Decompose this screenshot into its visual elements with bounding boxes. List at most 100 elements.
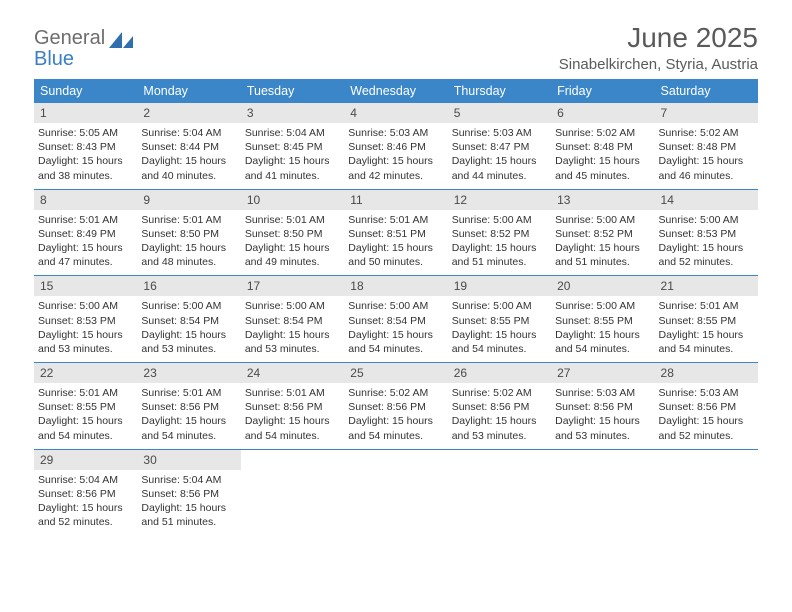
daylight-line: Daylight: 15 hours [141,328,236,342]
daynum-bar: 14 [655,190,758,210]
page: General Blue June 2025 Sinabelkirchen, S… [0,0,792,535]
day-number: 15 [40,279,131,293]
sunset-line: Sunset: 8:54 PM [348,314,443,328]
daylight-line: and 54 minutes. [348,342,443,356]
daynum-bar: 5 [448,103,551,123]
sunset-line: Sunset: 8:49 PM [38,227,133,241]
sunset-line: Sunset: 8:48 PM [555,140,650,154]
sunset-line: Sunset: 8:47 PM [452,140,547,154]
day-cell: 8Sunrise: 5:01 AMSunset: 8:49 PMDaylight… [34,190,137,276]
day-cell: 9Sunrise: 5:01 AMSunset: 8:50 PMDaylight… [137,190,240,276]
daylight-line: and 47 minutes. [38,255,133,269]
daynum-bar: 1 [34,103,137,123]
daylight-line: Daylight: 15 hours [245,328,340,342]
day-number: 14 [661,193,752,207]
daylight-line: and 44 minutes. [452,169,547,183]
sunset-line: Sunset: 8:56 PM [141,487,236,501]
daylight-line: and 52 minutes. [659,429,754,443]
sunset-line: Sunset: 8:48 PM [659,140,754,154]
daylight-line: Daylight: 15 hours [245,241,340,255]
day-number: 1 [40,106,131,120]
day-number: 16 [143,279,234,293]
sunset-line: Sunset: 8:56 PM [38,487,133,501]
daynum-bar: 8 [34,190,137,210]
daylight-line: Daylight: 15 hours [38,328,133,342]
daynum-bar: 15 [34,276,137,296]
sunset-line: Sunset: 8:51 PM [348,227,443,241]
daylight-line: Daylight: 15 hours [348,241,443,255]
daynum-bar: 4 [344,103,447,123]
daynum-bar: 3 [241,103,344,123]
daylight-line: and 50 minutes. [348,255,443,269]
dow-wed: Wednesday [344,79,447,103]
day-number: 2 [143,106,234,120]
brand-logo: General Blue [34,22,135,70]
day-cell [448,450,551,536]
daynum-bar: 17 [241,276,344,296]
daylight-line: and 54 minutes. [659,342,754,356]
daylight-line: Daylight: 15 hours [555,241,650,255]
daylight-line: and 49 minutes. [245,255,340,269]
day-cell: 25Sunrise: 5:02 AMSunset: 8:56 PMDayligh… [344,363,447,449]
dow-mon: Monday [137,79,240,103]
day-number: 21 [661,279,752,293]
daynum-bar: 21 [655,276,758,296]
day-cell: 11Sunrise: 5:01 AMSunset: 8:51 PMDayligh… [344,190,447,276]
daylight-line: Daylight: 15 hours [659,414,754,428]
daylight-line: and 53 minutes. [141,342,236,356]
daylight-line: and 54 minutes. [38,429,133,443]
daylight-line: Daylight: 15 hours [38,501,133,515]
day-number: 10 [247,193,338,207]
title-block: June 2025 Sinabelkirchen, Styria, Austri… [559,22,758,73]
daylight-line: Daylight: 15 hours [245,154,340,168]
day-cell: 4Sunrise: 5:03 AMSunset: 8:46 PMDaylight… [344,103,447,189]
daylight-line: Daylight: 15 hours [452,414,547,428]
sunrise-line: Sunrise: 5:00 AM [452,299,547,313]
sunrise-line: Sunrise: 5:01 AM [38,386,133,400]
daynum-bar: 23 [137,363,240,383]
day-number: 13 [557,193,648,207]
daynum-bar: 10 [241,190,344,210]
daylight-line: and 41 minutes. [245,169,340,183]
daylight-line: and 53 minutes. [245,342,340,356]
day-number: 7 [661,106,752,120]
day-number: 28 [661,366,752,380]
day-number: 5 [454,106,545,120]
sunset-line: Sunset: 8:52 PM [452,227,547,241]
day-cell: 13Sunrise: 5:00 AMSunset: 8:52 PMDayligh… [551,190,654,276]
daylight-line: Daylight: 15 hours [141,501,236,515]
day-number: 17 [247,279,338,293]
daynum-bar: 2 [137,103,240,123]
sunrise-line: Sunrise: 5:01 AM [141,386,236,400]
sunrise-line: Sunrise: 5:02 AM [659,126,754,140]
daylight-line: Daylight: 15 hours [452,241,547,255]
day-number: 6 [557,106,648,120]
day-number: 19 [454,279,545,293]
day-cell: 24Sunrise: 5:01 AMSunset: 8:56 PMDayligh… [241,363,344,449]
daynum-bar: 24 [241,363,344,383]
daynum-bar: 6 [551,103,654,123]
daylight-line: Daylight: 15 hours [348,328,443,342]
day-cell: 15Sunrise: 5:00 AMSunset: 8:53 PMDayligh… [34,276,137,362]
daylight-line: Daylight: 15 hours [659,154,754,168]
day-number: 29 [40,453,131,467]
day-cell: 17Sunrise: 5:00 AMSunset: 8:54 PMDayligh… [241,276,344,362]
header: General Blue June 2025 Sinabelkirchen, S… [34,22,758,73]
daynum-bar: 22 [34,363,137,383]
brand-word-1: General [34,27,105,49]
daynum-bar: 29 [34,450,137,470]
day-cell [655,450,758,536]
daylight-line: and 53 minutes. [38,342,133,356]
daylight-line: Daylight: 15 hours [38,154,133,168]
daylight-line: Daylight: 15 hours [452,328,547,342]
day-cell: 12Sunrise: 5:00 AMSunset: 8:52 PMDayligh… [448,190,551,276]
daylight-line: Daylight: 15 hours [141,241,236,255]
daylight-line: Daylight: 15 hours [348,154,443,168]
day-cell: 1Sunrise: 5:05 AMSunset: 8:43 PMDaylight… [34,103,137,189]
daynum-bar: 12 [448,190,551,210]
sunrise-line: Sunrise: 5:03 AM [659,386,754,400]
sunrise-line: Sunrise: 5:00 AM [348,299,443,313]
sunset-line: Sunset: 8:55 PM [659,314,754,328]
daynum-bar: 18 [344,276,447,296]
daynum-bar: 7 [655,103,758,123]
